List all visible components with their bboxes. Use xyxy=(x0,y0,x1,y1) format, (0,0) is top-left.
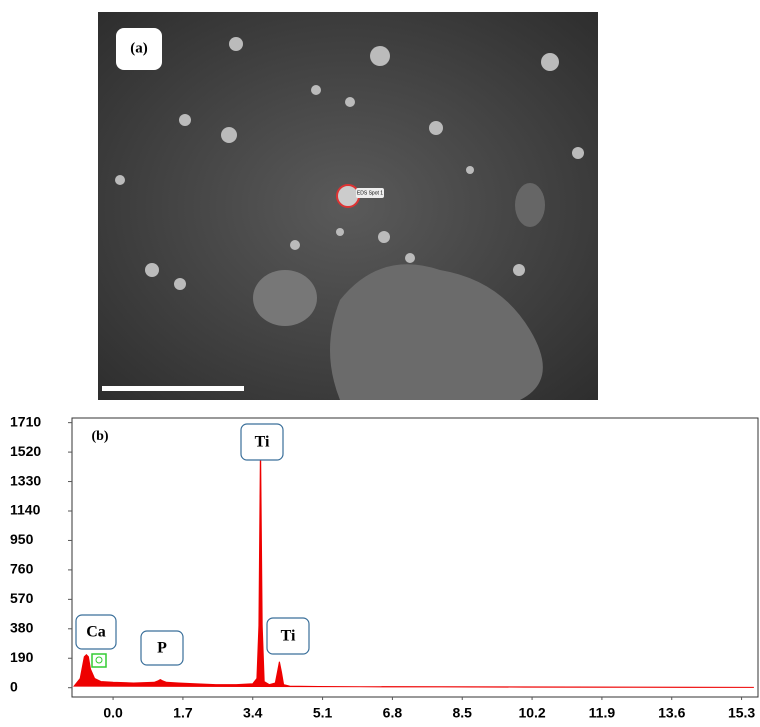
y-tick-label: 570 xyxy=(10,590,34,606)
x-tick-label: 10.2 xyxy=(518,705,545,721)
y-tick-label: 1520 xyxy=(10,443,41,459)
x-tick-label: 15.3 xyxy=(728,705,755,721)
x-tick-label: 13.6 xyxy=(658,705,685,721)
x-tick-label: 11.9 xyxy=(589,705,616,721)
x-tick-label: 1.7 xyxy=(173,705,193,721)
sem-image: EDS Spot 1 (a) xyxy=(98,12,598,400)
y-tick-label: 0 xyxy=(10,678,18,694)
annotation: P xyxy=(157,640,167,657)
x-tick-label: 8.5 xyxy=(453,705,473,721)
figure: EDS Spot 1 (a) (b) 0 190 380 570 760 950 1140 1… xyxy=(0,0,760,722)
y-tick-label: 190 xyxy=(10,649,34,665)
annotation: Ti xyxy=(281,628,296,645)
y-tick-label: 1710 xyxy=(10,413,41,429)
y-tick-label: 1140 xyxy=(10,502,41,518)
y-tick-label: 380 xyxy=(10,620,34,636)
x-tick-label: 0.0 xyxy=(103,705,123,721)
x-tick-label: 5.1 xyxy=(313,705,333,721)
x-tick-label: 6.8 xyxy=(383,705,403,721)
annotation: Ca xyxy=(86,624,106,641)
y-tick-label: 950 xyxy=(10,531,34,547)
y-tick-label: 1330 xyxy=(10,472,41,488)
annotation: Ti xyxy=(255,434,270,451)
panel-label: (b) xyxy=(91,429,108,444)
x-tick-label: 3.4 xyxy=(243,705,263,721)
y-tick-label: 760 xyxy=(10,561,34,577)
panel-label: (a) xyxy=(130,40,148,56)
spot-label: EDS Spot 1 xyxy=(357,190,383,196)
